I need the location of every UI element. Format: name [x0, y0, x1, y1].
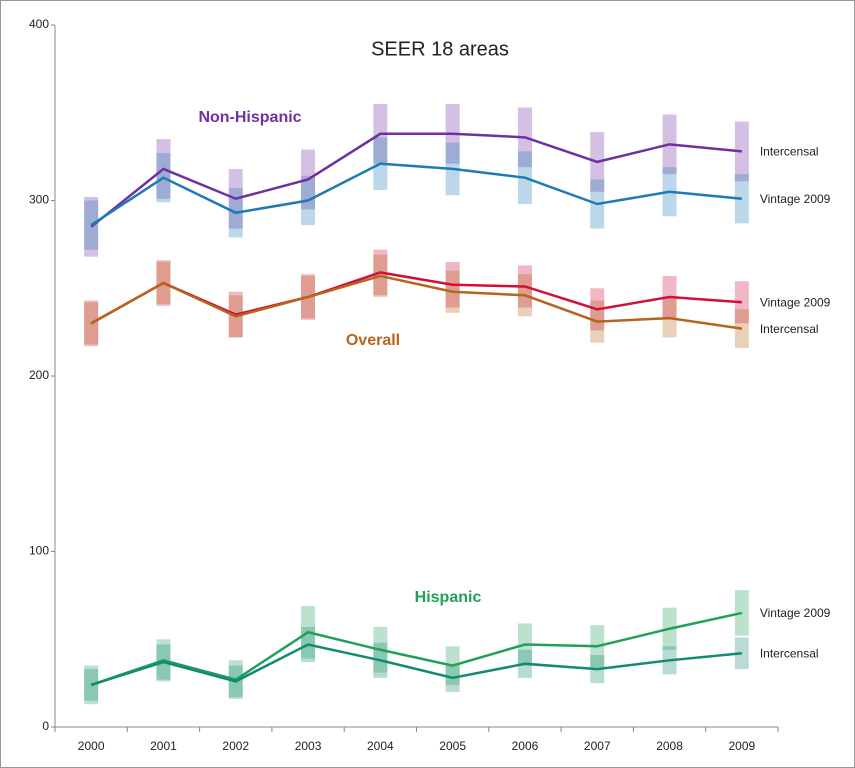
x-tick-label: 2007: [584, 739, 611, 753]
y-tick-label: 300: [29, 193, 49, 207]
x-tick-label: 2002: [222, 739, 249, 753]
series-label: Intercensal: [760, 646, 819, 660]
x-tick-label: 2001: [150, 739, 177, 753]
y-tick-label: 200: [29, 368, 49, 382]
series-line: [90, 274, 743, 330]
x-tick-label: 2004: [367, 739, 394, 753]
error-bar: [84, 196, 99, 257]
series-label: Vintage 2009: [760, 606, 831, 620]
x-tick-label: 2008: [656, 739, 683, 753]
x-tick-label: 2005: [439, 739, 466, 753]
series-line: [90, 162, 742, 227]
series-label: Intercensal: [760, 322, 819, 336]
series-line: [90, 643, 742, 687]
group-annotation: Overall: [346, 332, 400, 349]
x-tick-label: 2009: [728, 739, 755, 753]
series-label: Vintage 2009: [760, 295, 831, 309]
y-tick-label: 400: [29, 17, 49, 31]
chart-title: SEER 18 areas: [371, 38, 509, 60]
y-tick-label: 100: [29, 544, 49, 558]
group-annotation: Hispanic: [415, 589, 482, 606]
x-tick-label: 2000: [78, 739, 105, 753]
series-label: Intercensal: [760, 145, 819, 159]
series-label: Vintage 2009: [760, 192, 831, 206]
x-tick-label: 2003: [295, 739, 322, 753]
y-tick-label: 0: [42, 719, 49, 733]
series-line: [90, 132, 742, 228]
group-annotation: Non-Hispanic: [198, 109, 301, 126]
series-line: [90, 611, 743, 687]
x-tick-label: 2006: [512, 739, 539, 753]
